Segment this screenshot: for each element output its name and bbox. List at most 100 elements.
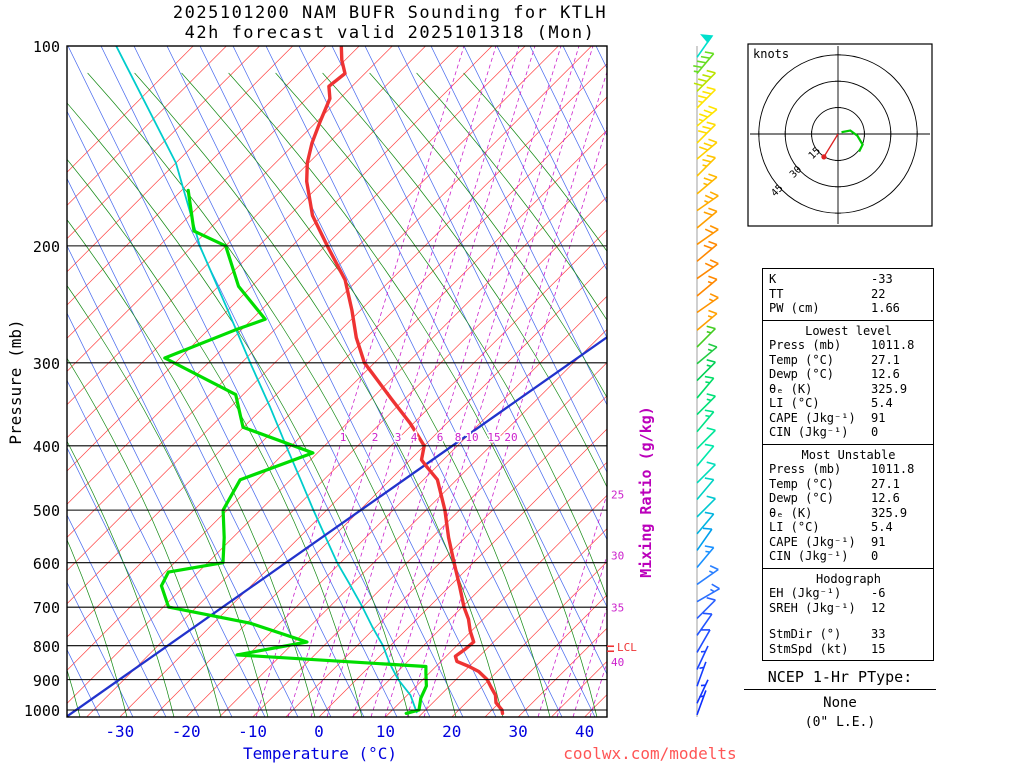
ptype-note: (0" L.E.) [804, 715, 876, 730]
stat-row: Press (mb) 1011.8 [769, 338, 915, 352]
pressure-tick-label: 800 [32, 637, 60, 656]
wind-barb [696, 545, 715, 568]
hodograph-units-label: knots [753, 47, 790, 61]
stat-row: Temp (°C) 27.1 [769, 352, 900, 367]
mixing-ratio-axis-label: Mixing Ratio (g/kg) [637, 406, 655, 578]
stat-row: CAPE (Jkg⁻¹) 91 [769, 534, 886, 549]
wind-barb [696, 645, 709, 670]
pressure-tick-label: 700 [32, 599, 60, 618]
stat-row: Dewp (°C) 12.6 [769, 491, 900, 505]
wind-barb [696, 325, 716, 348]
wind-barb [696, 679, 709, 704]
stats-section: Lowest level Press (mb) 1011.8 Temp (°C) 27.… [763, 319, 933, 444]
hodograph-trace [841, 129, 864, 153]
wind-barb [696, 409, 715, 433]
ptype-heading: NCEP 1-Hr PType: [744, 668, 936, 690]
wind-barb [696, 154, 716, 177]
stat-row: CIN (Jkg⁻¹) 0 [769, 425, 879, 439]
temperature-tick-label: 40 [574, 722, 595, 741]
stats-section: Hodograph EH (Jkg⁻¹) -6 SREH (Jkg⁻¹) 12 StmDi… [763, 567, 933, 661]
pressure-tick-label: 900 [32, 671, 60, 690]
stat-row: SREH (Jkg⁻¹) 12 [769, 600, 886, 615]
wind-barb [696, 191, 719, 212]
wind-barb [696, 240, 718, 262]
wind-barb [696, 427, 716, 450]
wind-barb [696, 564, 719, 586]
svg-text:15: 15 [487, 431, 500, 444]
wind-barb [696, 511, 715, 535]
stat-row: θₑ (K) 325.9 [769, 505, 908, 520]
wind-barb [696, 527, 713, 551]
pressure-tick-label: 600 [32, 554, 60, 573]
stat-row: LI (°C) 5.4 [769, 396, 893, 410]
wind-barb [696, 583, 720, 603]
chart-subtitle: 42h forecast valid 2025101318 (Mon) [184, 23, 596, 43]
temperature-tick-label: 30 [508, 722, 528, 741]
wind-barb [696, 275, 718, 297]
lcl-marker-label: LCL [617, 641, 637, 654]
wind-barb [696, 661, 707, 687]
pressure-tick-label: 400 [32, 437, 60, 456]
wind-barb [696, 86, 716, 109]
temperature-curve [305, 46, 505, 716]
stat-row: PW (cm) 1.66 [769, 301, 900, 315]
wind-barb [696, 259, 719, 280]
svg-text:3: 3 [395, 431, 402, 444]
svg-text:8: 8 [455, 431, 462, 444]
wind-barb [696, 375, 715, 399]
wind-barb [696, 359, 716, 382]
svg-text:1: 1 [340, 431, 347, 444]
wind-barb [696, 207, 718, 229]
ptype-value: None [823, 695, 857, 711]
wetbulb-curve [115, 46, 418, 714]
wind-barb [696, 343, 718, 365]
stat-row: CAPE (Jkg⁻¹) 91 [769, 410, 886, 425]
wind-barb [696, 309, 718, 331]
wind-barb [696, 443, 715, 467]
wind-barb [696, 105, 718, 127]
svg-text:4: 4 [411, 431, 418, 444]
stat-row: K -33 [769, 272, 893, 286]
temperature-tick-label: -20 [171, 722, 201, 741]
wind-barb [696, 121, 716, 144]
wind-barb [696, 461, 716, 484]
temperature-tick-label: -10 [238, 722, 268, 741]
stats-section-title: Most Unstable [801, 447, 896, 462]
pressure-tick-label: 200 [32, 237, 60, 256]
wind-barb [696, 477, 715, 501]
dewpoint-curve [159, 188, 428, 716]
stat-row: θₑ (K) 325.9 [769, 381, 908, 396]
temperature-tick-label: 20 [442, 722, 462, 741]
stat-row: TT 22 [769, 286, 886, 301]
svg-text:40: 40 [611, 656, 624, 669]
svg-text:20: 20 [504, 431, 517, 444]
wind-barb [696, 293, 719, 314]
wind-barb [696, 596, 716, 620]
pressure-tick-label: 500 [32, 502, 60, 521]
svg-text:10: 10 [465, 431, 478, 444]
temperature-tick-label: 10 [375, 722, 396, 741]
wind-barb [696, 34, 714, 58]
stat-row: Dewp (°C) 12.6 [769, 367, 900, 381]
storm-motion-marker [821, 154, 827, 160]
reference-line [67, 335, 607, 717]
temperature-axis-label: Temperature (°C) [242, 744, 398, 763]
pressure-tick-label: 300 [32, 354, 60, 373]
chart-title: 2025101200 NAM BUFR Sounding for KTLH [172, 3, 608, 23]
pressure-tick-label: 100 [32, 38, 60, 56]
wind-barb [693, 51, 715, 74]
stats-section-title: Lowest level [805, 323, 892, 338]
stat-row: StmSpd (kt) 15 [769, 641, 886, 656]
stats-section: K -33 TT 22 PW (cm) 1.66 [763, 269, 933, 320]
stat-row: StmDir (°) 33 [769, 627, 886, 641]
temperature-tick-label: 0 [314, 722, 324, 741]
stat-row: Press (mb) 1011.8 [769, 462, 915, 476]
stat-row: LI (°C) 5.4 [769, 520, 893, 534]
svg-text:35: 35 [611, 601, 624, 614]
wind-barb [696, 612, 713, 636]
stat-row: EH (Jkg⁻¹) -6 [769, 586, 886, 600]
temperature-tick-label: -30 [105, 722, 135, 741]
wind-barb [696, 173, 718, 195]
watermark-link: coolwx.com/modelts [563, 744, 737, 763]
